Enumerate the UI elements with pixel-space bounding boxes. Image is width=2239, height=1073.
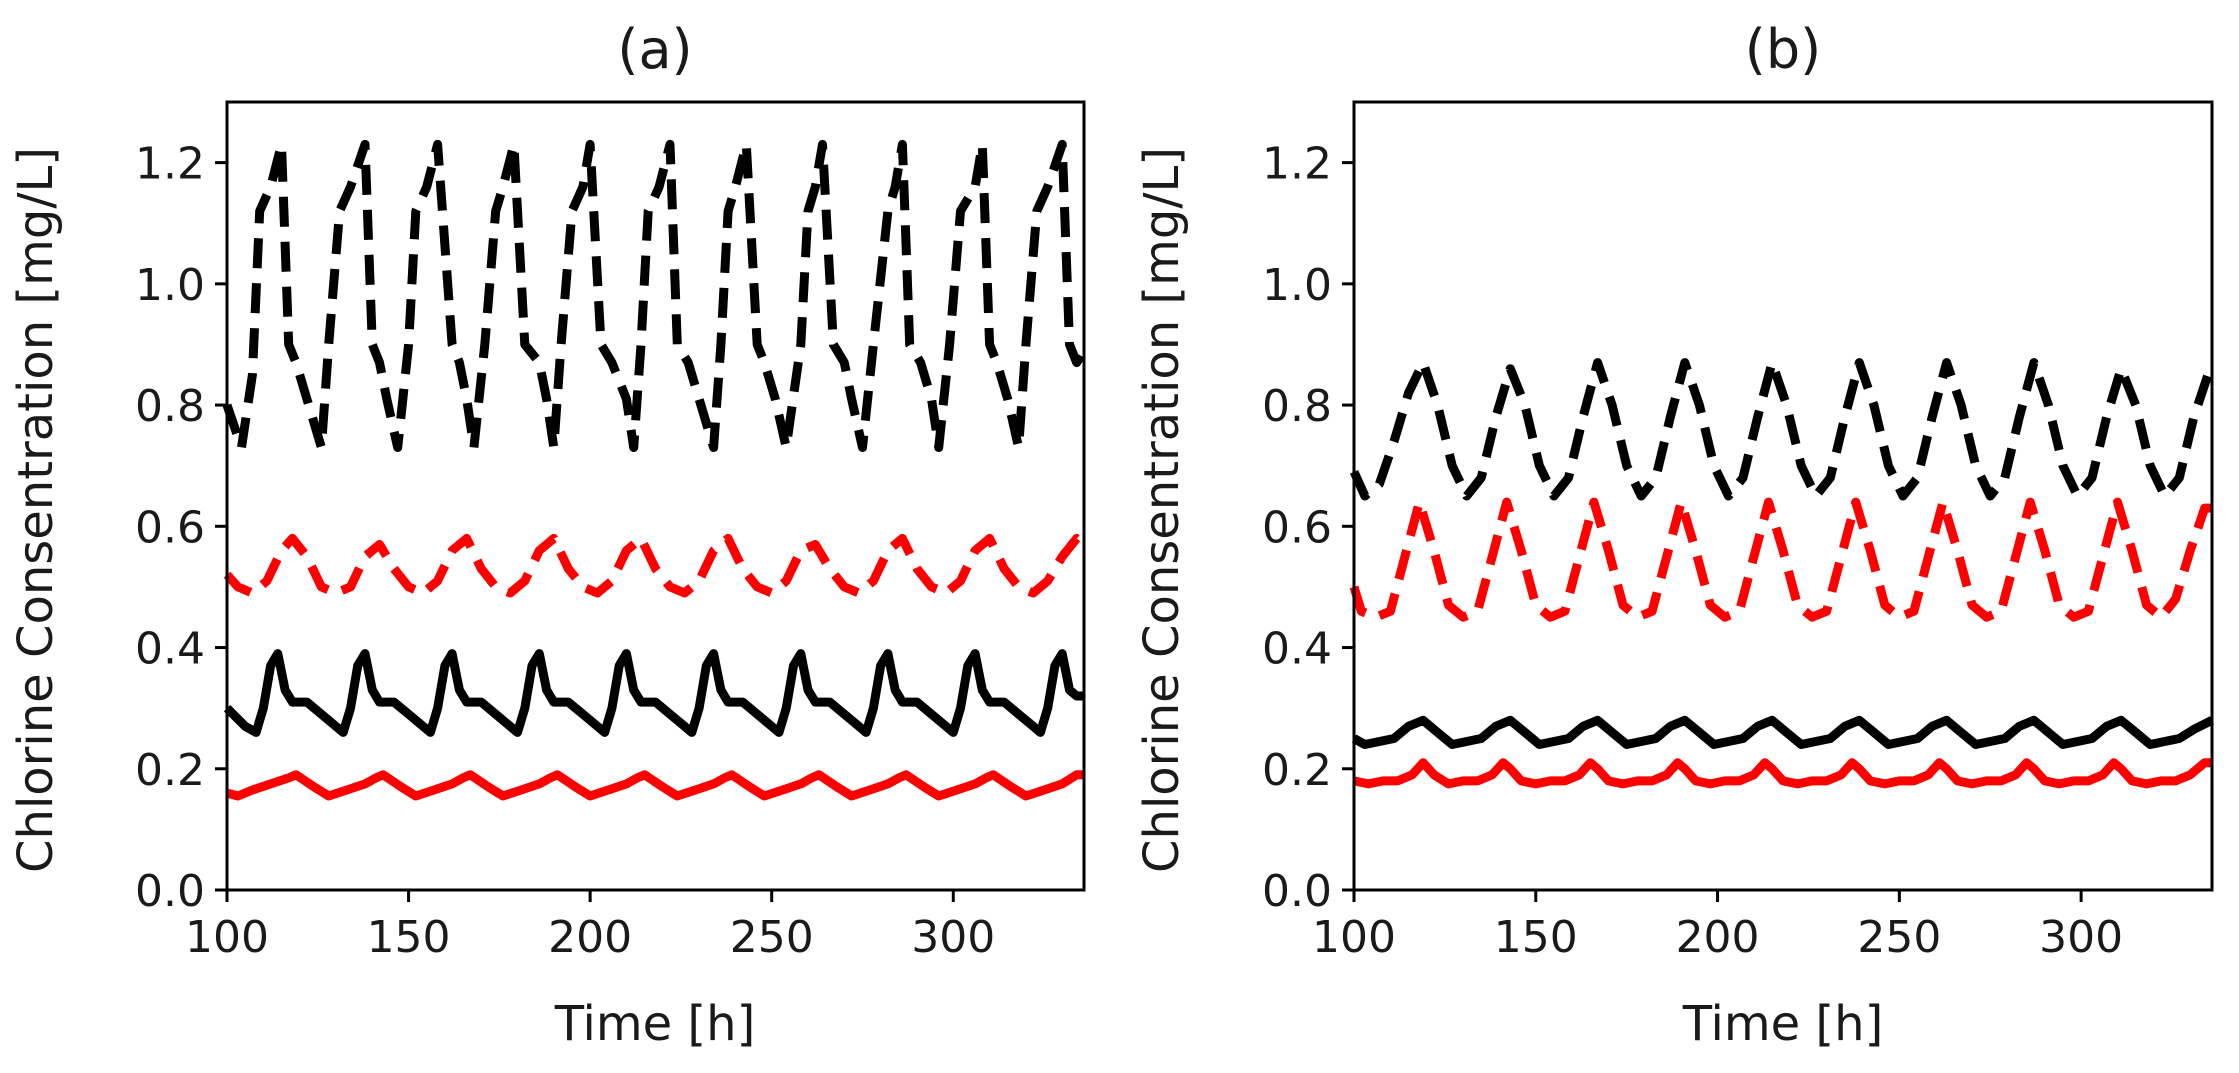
x-tick-label: 300 bbox=[911, 912, 995, 963]
series-line-4 bbox=[225, 770, 1084, 801]
x-tick-label: 200 bbox=[1676, 912, 1760, 963]
chart-title: (a) bbox=[617, 18, 692, 81]
series-line-1 bbox=[1349, 358, 2217, 501]
x-axis-label: Time [h] bbox=[1682, 996, 1884, 1052]
y-tick-label: 0.0 bbox=[135, 866, 205, 917]
series-line-3 bbox=[1351, 715, 2215, 749]
y-tick-label: 1.2 bbox=[135, 139, 205, 190]
x-axis-label: Time [h] bbox=[554, 996, 756, 1052]
x-tick-group: 100 150 200 250 300 bbox=[1312, 890, 2123, 963]
chart-title: (b) bbox=[1745, 18, 1821, 81]
y-tick-label: 0.2 bbox=[1262, 745, 1332, 796]
y-tick-group: 0.0 0.2 0.4 0.6 0.8 1.0 1.2 bbox=[135, 139, 227, 917]
y-tick-label: 0.0 bbox=[1262, 866, 1332, 917]
y-tick-label: 1.2 bbox=[1262, 139, 1332, 190]
y-tick-label: 0.2 bbox=[135, 745, 205, 796]
series-line-3 bbox=[223, 649, 1084, 737]
series-line-2 bbox=[1349, 497, 2212, 622]
x-tick-group: 100 150 200 250 300 bbox=[185, 890, 995, 963]
y-tick-label: 1.0 bbox=[1262, 260, 1332, 311]
x-tick-label: 250 bbox=[1857, 912, 1941, 963]
series-line-2 bbox=[223, 533, 1087, 598]
x-tick-label: 250 bbox=[730, 912, 814, 963]
x-tick-label: 150 bbox=[1494, 912, 1578, 963]
y-tick-label: 0.8 bbox=[135, 381, 205, 432]
y-tick-label: 0.6 bbox=[1262, 502, 1332, 553]
x-tick-label: 300 bbox=[2039, 912, 2123, 963]
y-tick-label: 1.0 bbox=[135, 260, 205, 311]
x-tick-label: 200 bbox=[548, 912, 632, 963]
y-tick-label: 0.4 bbox=[135, 624, 205, 675]
y-tick-label: 0.6 bbox=[135, 502, 205, 553]
x-tick-label: 100 bbox=[185, 912, 269, 963]
y-tick-group: 0.0 0.2 0.4 0.6 0.8 1.0 1.2 bbox=[1262, 139, 1354, 917]
chart-panel-b: (b) Chlorine Consentration [mg/L] Time [… bbox=[1134, 18, 2217, 1052]
y-tick-label: 0.8 bbox=[1262, 381, 1332, 432]
y-axis-label: Chlorine Consentration [mg/L] bbox=[1134, 147, 1190, 873]
x-tick-label: 150 bbox=[367, 912, 451, 963]
series-line-4 bbox=[1353, 758, 2212, 789]
plot-frame bbox=[1352, 100, 2214, 892]
y-axis-label: Chlorine Consentration [mg/L] bbox=[8, 147, 64, 873]
plot-area bbox=[222, 139, 1088, 801]
series-line-1 bbox=[222, 139, 1088, 452]
plot-frame bbox=[225, 100, 1086, 892]
plot-area bbox=[1349, 358, 2217, 789]
x-tick-label: 100 bbox=[1312, 912, 1396, 963]
chart-panel-a: (a) Chlorine Consentration [mg/L] Time [… bbox=[8, 18, 1088, 1052]
y-tick-label: 0.4 bbox=[1262, 624, 1332, 675]
